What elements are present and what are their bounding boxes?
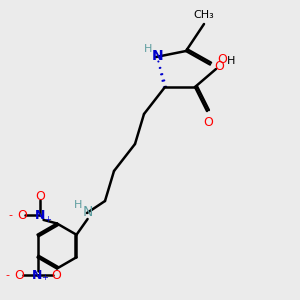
Text: H: H: [74, 200, 82, 211]
Text: O: O: [51, 269, 61, 282]
Text: O: O: [214, 59, 224, 73]
Text: N: N: [32, 269, 43, 282]
Text: -: -: [5, 270, 10, 280]
Text: N: N: [82, 206, 93, 219]
Text: CH₃: CH₃: [194, 10, 214, 20]
Text: +: +: [44, 215, 51, 224]
Text: H: H: [226, 56, 235, 66]
Text: N: N: [35, 208, 46, 222]
Text: N: N: [152, 49, 163, 62]
Text: O: O: [18, 208, 27, 222]
Text: O: O: [204, 116, 213, 128]
Text: O: O: [218, 53, 227, 66]
Text: O: O: [14, 269, 24, 282]
Text: O: O: [36, 190, 45, 203]
Text: H: H: [144, 44, 153, 55]
Text: +: +: [41, 273, 48, 282]
Text: -: -: [8, 210, 13, 220]
